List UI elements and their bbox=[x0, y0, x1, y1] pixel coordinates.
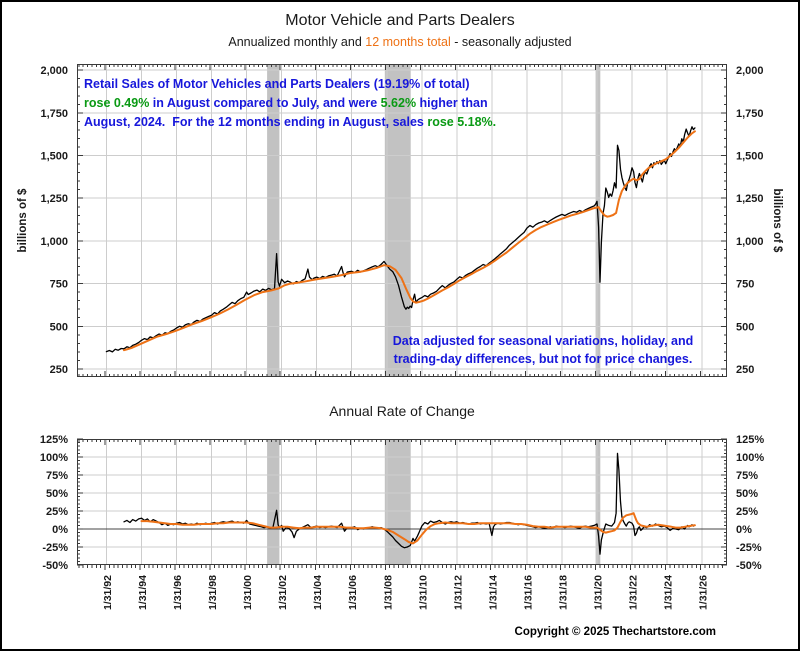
x-tick-label: 1/31/16 bbox=[522, 575, 534, 610]
recession-band bbox=[267, 64, 280, 377]
series-12-months-total bbox=[123, 130, 696, 352]
x-tick-label: 1/31/26 bbox=[698, 575, 710, 610]
x-tick-label: 1/31/20 bbox=[593, 575, 605, 610]
y-tick-label-right: 50% bbox=[736, 488, 758, 500]
x-tick-label: 1/31/96 bbox=[172, 575, 184, 610]
sales-note-line1: Retail Sales of Motor Vehicles and Parts… bbox=[84, 75, 496, 94]
x-tick-label: 1/31/02 bbox=[277, 575, 289, 610]
chart-subtitle: Annualized monthly and 12 months total -… bbox=[2, 35, 798, 49]
x-tick-label: 1/31/18 bbox=[558, 575, 570, 610]
y-tick-label-right: 1,500 bbox=[736, 151, 764, 163]
y-tick-label-left: -25% bbox=[42, 542, 68, 554]
y-tick-label-left: 25% bbox=[46, 506, 68, 518]
x-tick-label: 1/31/12 bbox=[452, 575, 464, 610]
y-tick-label-left: 50% bbox=[46, 488, 68, 500]
y-axis-title-right: billions of $ bbox=[771, 189, 783, 253]
x-tick-label: 1/31/24 bbox=[663, 575, 675, 610]
y-tick-label-left: 1,500 bbox=[40, 151, 68, 163]
subtitle-suffix: - seasonally adjusted bbox=[450, 35, 572, 49]
y-tick-label-right: 750 bbox=[736, 279, 754, 291]
sales-chart: 250 250 500 500 750 750 1,000 1,000 1,250 1,250 1,… bbox=[17, 64, 783, 377]
y-tick-label-left: -50% bbox=[42, 560, 68, 572]
y-tick-label-right: -50% bbox=[736, 560, 762, 572]
y-tick-label-left: 750 bbox=[50, 279, 68, 291]
page-title: Motor Vehicle and Parts Dealers bbox=[285, 12, 515, 29]
copyright: Copyright © 2025 Thechartstore.com bbox=[514, 626, 716, 638]
ttm-change-value: rose 5.18%. bbox=[427, 115, 497, 129]
series-annual-rate-12mo bbox=[140, 512, 696, 545]
mom-change-value: rose 0.49% bbox=[84, 96, 150, 110]
recession-band bbox=[267, 439, 280, 565]
rate-chart: -50% -50% -25% -25% 0% 0% 25% 25% 50% 50% 75% 75% 10… bbox=[40, 434, 764, 610]
sales-note-line2: rose 0.49% in August compared to July, a… bbox=[84, 94, 496, 113]
x-tick-label: 1/31/08 bbox=[382, 575, 394, 610]
y-tick-label-right: 2,000 bbox=[736, 65, 764, 77]
x-tick-label: 1/31/04 bbox=[312, 575, 324, 610]
y-tick-label-right: 1,750 bbox=[736, 108, 764, 120]
recession-band bbox=[595, 439, 601, 565]
y-tick-label-right: 1,000 bbox=[736, 236, 764, 248]
y-tick-label-right: 25% bbox=[736, 506, 758, 518]
y-tick-label-left: 125% bbox=[40, 434, 68, 446]
y-tick-label-left: 75% bbox=[46, 470, 68, 482]
sales-note-l1-text: Retail Sales of Motor Vehicles and Parts… bbox=[84, 77, 470, 91]
x-tick-label: 1/31/92 bbox=[102, 575, 114, 610]
series-annualized-monthly bbox=[105, 126, 696, 353]
lower-chart-title: Annual Rate of Change bbox=[329, 403, 475, 419]
y-tick-label-right: 75% bbox=[736, 470, 758, 482]
x-tick-label: 1/31/10 bbox=[417, 575, 429, 610]
y-tick-label-left: 1,000 bbox=[40, 236, 68, 248]
sales-note-l2-text: in August compared to July, and were bbox=[149, 96, 381, 110]
x-tick-label: 1/31/14 bbox=[487, 575, 499, 610]
y-tick-label-left: 0% bbox=[52, 524, 68, 536]
y-tick-label-right: 500 bbox=[736, 321, 754, 333]
sales-summary-note: Retail Sales of Motor Vehicles and Parts… bbox=[84, 75, 496, 132]
yoy-change-value: 5.62% bbox=[380, 96, 417, 110]
x-tick-label: 1/31/94 bbox=[137, 575, 149, 610]
adjustment-note-line1: Data adjusted for seasonal variations, h… bbox=[392, 334, 694, 348]
y-tick-label-right: 1,250 bbox=[736, 193, 764, 205]
y-axis-title-left: billions of $ bbox=[17, 188, 29, 252]
y-tick-label-left: 250 bbox=[50, 364, 68, 376]
y-tick-label-left: 500 bbox=[50, 321, 68, 333]
y-tick-label-right: 250 bbox=[736, 364, 754, 376]
x-tick-label: 1/31/98 bbox=[207, 575, 219, 610]
y-tick-label-right: -25% bbox=[736, 542, 762, 554]
plot-frame bbox=[77, 439, 727, 565]
adjustment-note: Data adjusted for seasonal variations, h… bbox=[367, 332, 719, 368]
y-tick-label-right: 0% bbox=[736, 524, 752, 536]
x-tick-label: 1/31/00 bbox=[242, 575, 254, 610]
y-tick-label-right: 125% bbox=[736, 434, 764, 446]
x-tick-label: 1/31/06 bbox=[347, 575, 359, 610]
adjustment-note-line2: trading-day differences, but not for pri… bbox=[393, 352, 693, 366]
sales-note-l3-text: August, 2024. For the 12 months ending i… bbox=[84, 115, 428, 129]
y-tick-label-left: 2,000 bbox=[40, 65, 68, 77]
recession-band bbox=[384, 439, 411, 565]
sales-note-l2-tail: higher than bbox=[416, 96, 488, 110]
y-tick-label-left: 1,250 bbox=[40, 193, 68, 205]
subtitle-prefix: Annualized monthly and bbox=[228, 35, 366, 49]
subtitle-orange-highlight: 12 months total bbox=[365, 35, 451, 49]
y-tick-label-left: 1,750 bbox=[40, 108, 68, 120]
plot-frame bbox=[77, 64, 727, 377]
y-tick-label-right: 100% bbox=[736, 452, 764, 464]
x-tick-label: 1/31/22 bbox=[628, 575, 640, 610]
y-tick-label-left: 100% bbox=[40, 452, 68, 464]
recession-band bbox=[384, 64, 411, 377]
sales-note-line3: August, 2024. For the 12 months ending i… bbox=[84, 113, 496, 132]
